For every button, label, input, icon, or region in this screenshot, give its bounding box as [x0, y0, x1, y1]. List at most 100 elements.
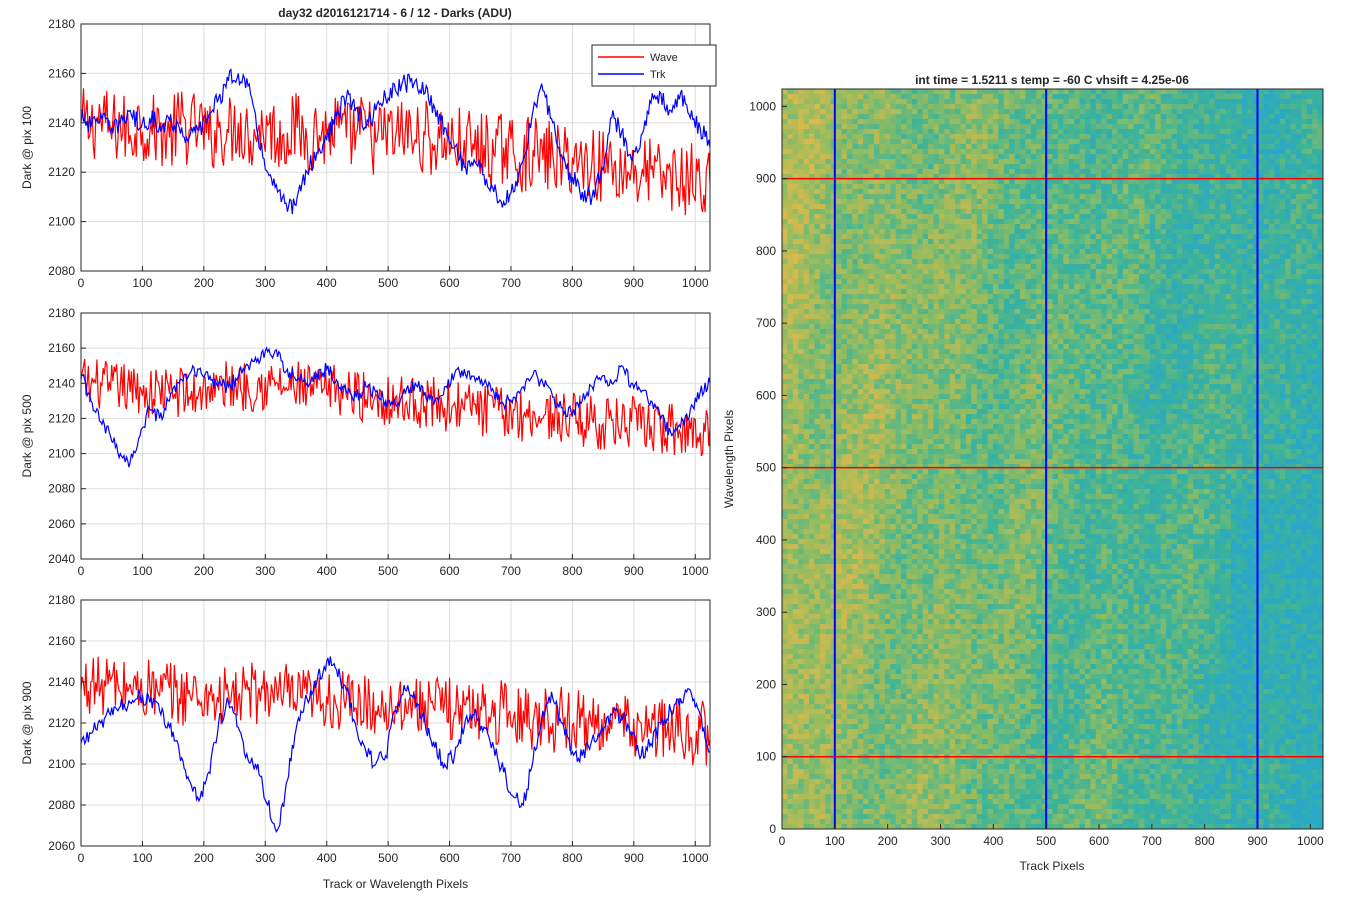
heatmap-cell: [1214, 234, 1221, 240]
heatmap-cell: [960, 179, 967, 185]
heatmap-cell: [987, 104, 994, 110]
heatmap-cell: [798, 104, 805, 110]
heatmap-cell: [1317, 99, 1324, 105]
heatmap-cell: [1133, 114, 1140, 120]
heatmap-cell: [922, 169, 929, 175]
heatmap-cell: [944, 129, 951, 135]
heatmap-cell: [1166, 234, 1172, 240]
heatmap-cell: [911, 184, 918, 190]
heatmap-cell: [1225, 149, 1232, 155]
heatmap-cell: [1122, 299, 1129, 305]
x-tick-label: 900: [624, 851, 644, 865]
heatmap-cell: [1020, 299, 1026, 305]
heatmap-cell: [1063, 319, 1070, 325]
heatmap-cell: [1203, 229, 1210, 235]
heatmap-cell: [884, 239, 891, 245]
heatmap-cell: [1198, 314, 1205, 320]
heatmap-cell: [1182, 194, 1189, 200]
heatmap-cell: [814, 304, 821, 310]
axes-frame: [80, 312, 711, 560]
heatmap-cell: [1095, 189, 1102, 195]
heatmap-cell: [938, 149, 945, 155]
heatmap-cell: [884, 164, 891, 170]
heatmap-cell: [1074, 219, 1080, 225]
heatmap-cell: [1112, 144, 1118, 150]
heatmap-cell: [938, 204, 945, 210]
heatmap-cell: [792, 119, 799, 125]
heatmap-cell: [976, 324, 983, 330]
heatmap-cell: [1084, 129, 1091, 135]
heatmap-cell: [1187, 124, 1194, 130]
heatmap-cell: [1182, 179, 1189, 185]
heatmap-cell: [1052, 244, 1059, 250]
heatmap-cell: [1236, 209, 1243, 215]
heatmap-cell: [1133, 139, 1140, 145]
heatmap-cell: [928, 279, 934, 285]
heatmap-cell: [1036, 179, 1043, 185]
heatmap-cell: [890, 254, 897, 260]
heatmap-cell: [1182, 134, 1189, 140]
heatmap-cell: [1133, 274, 1140, 280]
heatmap-cell: [1252, 139, 1259, 145]
heatmap-cell: [1003, 214, 1010, 220]
heatmap-cell: [944, 184, 951, 190]
heatmap-cell: [1306, 179, 1313, 185]
heatmap-cell: [982, 304, 988, 310]
heatmap-cell: [1068, 159, 1075, 165]
heatmap-cell: [976, 264, 983, 270]
heatmap-cell: [1101, 159, 1107, 165]
heatmap-cell: [1171, 194, 1178, 200]
heatmap-cell: [1090, 249, 1097, 255]
heatmap-cell: [1101, 149, 1107, 155]
heatmap-cell: [1025, 139, 1032, 145]
heatmap-cell: [1106, 284, 1113, 290]
heatmap-cell: [960, 184, 967, 190]
heatmap-cell: [1182, 204, 1189, 210]
heatmap-cell: [1306, 114, 1313, 120]
heatmap-cell: [1041, 259, 1048, 265]
y-axis-label: Dark @ pix 500: [20, 394, 34, 477]
heatmap-cell: [1241, 279, 1248, 285]
heatmap-cell: [1312, 109, 1318, 115]
heatmap-cell: [1268, 249, 1275, 255]
heatmap-cell: [1106, 179, 1113, 185]
heatmap-cell: [917, 114, 924, 120]
heatmap-cell: [1247, 134, 1254, 140]
heatmap-cell: [792, 169, 799, 175]
heatmap-cell: [1155, 89, 1162, 95]
heatmap-cell: [890, 204, 897, 210]
heatmap-cell: [1274, 319, 1281, 325]
heatmap-cell: [873, 169, 880, 175]
heatmap-cell: [1030, 134, 1037, 140]
heatmap-cell: [1090, 174, 1097, 180]
heatmap-cell: [998, 269, 1005, 275]
heatmap-cell: [852, 194, 859, 200]
heatmap-cell: [1312, 94, 1318, 100]
heatmap-cell: [998, 114, 1005, 120]
heatmap-cell: [1214, 119, 1221, 125]
heatmap-cell: [1312, 274, 1318, 280]
heatmap-cell: [1052, 224, 1059, 230]
heatmap-cell: [884, 229, 891, 235]
heatmap-cell: [1090, 269, 1097, 275]
heatmap-cell: [1187, 199, 1194, 205]
heatmap-cell: [1030, 279, 1037, 285]
heatmap-cell: [1122, 114, 1129, 120]
heatmap-cell: [1176, 264, 1183, 270]
heatmap-cell: [830, 99, 837, 105]
heatmap-cell: [1268, 314, 1275, 320]
heatmap-cell: [782, 239, 788, 245]
heatmap-cell: [1285, 284, 1291, 290]
heatmap-cell: [1074, 279, 1080, 285]
heatmap-cell: [857, 99, 864, 105]
heatmap-cell: [1290, 179, 1297, 185]
panel-pix-900: 0 100 200 300 400 500 600 700 800 900 100020602080…: [20, 593, 711, 891]
heatmap-cell: [1258, 144, 1264, 150]
heatmap-cell: [1252, 174, 1259, 180]
heatmap-cell: [1074, 289, 1080, 295]
heatmap-cell: [917, 254, 924, 260]
heatmap-cell: [1171, 254, 1178, 260]
heatmap-cell: [1317, 304, 1324, 310]
heatmap-cell: [798, 274, 805, 280]
heatmap-cell: [1036, 149, 1043, 155]
